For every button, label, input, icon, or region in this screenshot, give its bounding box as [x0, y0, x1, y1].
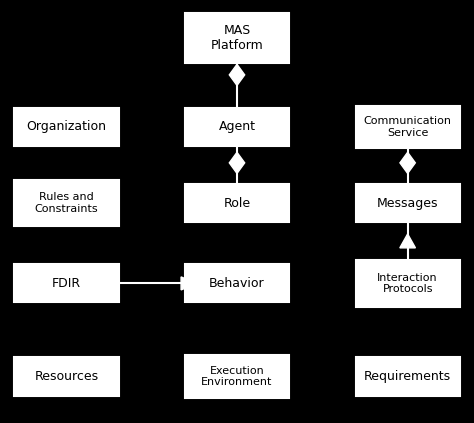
Text: Agent: Agent: [219, 121, 255, 133]
Polygon shape: [400, 234, 415, 248]
Text: Rules and
Constraints: Rules and Constraints: [35, 192, 98, 214]
Text: Behavior: Behavior: [209, 277, 265, 290]
FancyBboxPatch shape: [14, 108, 118, 146]
Polygon shape: [181, 277, 197, 290]
Text: Role: Role: [223, 197, 251, 209]
FancyBboxPatch shape: [185, 13, 289, 63]
Text: FDIR: FDIR: [52, 277, 81, 290]
FancyBboxPatch shape: [356, 106, 460, 148]
Text: Execution
Environment: Execution Environment: [201, 365, 273, 387]
Text: Messages: Messages: [377, 197, 438, 209]
FancyBboxPatch shape: [185, 108, 289, 146]
FancyBboxPatch shape: [185, 184, 289, 222]
FancyBboxPatch shape: [356, 184, 460, 222]
Text: Resources: Resources: [34, 370, 99, 383]
Text: Requirements: Requirements: [364, 370, 451, 383]
Text: Organization: Organization: [27, 121, 106, 133]
Text: Communication
Service: Communication Service: [364, 116, 452, 138]
Text: MAS
Platform: MAS Platform: [210, 24, 264, 52]
FancyBboxPatch shape: [185, 355, 289, 398]
FancyBboxPatch shape: [14, 357, 118, 396]
FancyBboxPatch shape: [356, 260, 460, 307]
Polygon shape: [400, 152, 415, 173]
FancyBboxPatch shape: [14, 264, 118, 302]
Polygon shape: [229, 64, 245, 85]
Text: Interaction
Protocols: Interaction Protocols: [377, 272, 438, 294]
FancyBboxPatch shape: [14, 180, 118, 226]
Polygon shape: [229, 152, 245, 173]
FancyBboxPatch shape: [356, 357, 460, 396]
FancyBboxPatch shape: [185, 264, 289, 302]
